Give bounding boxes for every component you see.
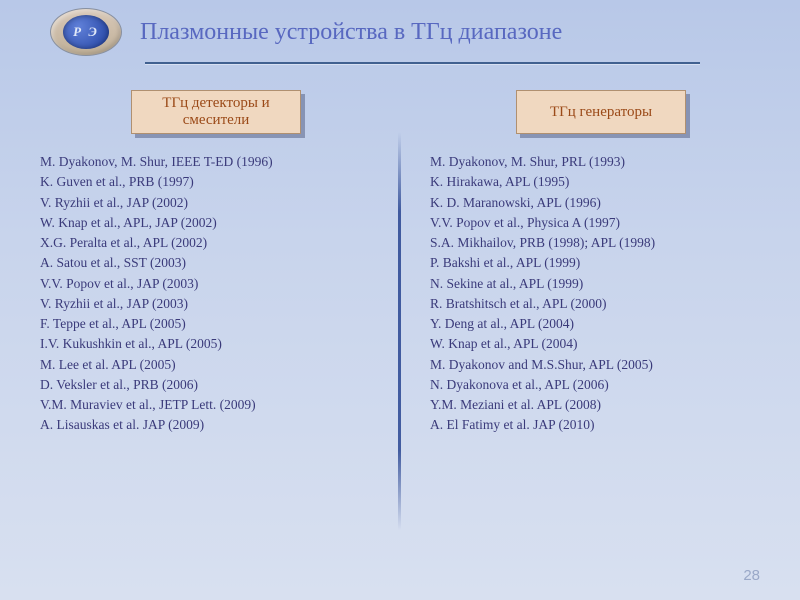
reference-line: W. Knap et al., APL (2004) — [430, 334, 772, 354]
page-number: 28 — [743, 567, 760, 584]
reference-line: A. Lisauskas et al. JAP (2009) — [40, 415, 392, 435]
header: Р Э Плазмонные устройства в ТГц диапазон… — [0, 0, 800, 60]
left-column: ТГц детекторы и смесители M. Dyakonov, M… — [40, 90, 406, 436]
reference-line: R. Bratshitsch et al., APL (2000) — [430, 294, 772, 314]
reference-line: X.G. Peralta et al., APL (2002) — [40, 233, 392, 253]
right-reference-list: M. Dyakonov, M. Shur, PRL (1993)K. Hirak… — [430, 152, 772, 436]
column-divider-line — [398, 132, 401, 530]
reference-line: N. Dyakonova et al., APL (2006) — [430, 375, 772, 395]
reference-line: V.V. Popov et al., JAP (2003) — [40, 274, 392, 294]
reference-line: Y. Deng at al., APL (2004) — [430, 314, 772, 334]
reference-line: S.A. Mikhailov, PRB (1998); APL (1998) — [430, 233, 772, 253]
reference-line: V. Ryzhii et al., JAP (2002) — [40, 193, 392, 213]
reference-line: D. Veksler et al., PRB (2006) — [40, 375, 392, 395]
reference-line: N. Sekine at al., APL (1999) — [430, 274, 772, 294]
logo-emblem: Р Э — [50, 8, 122, 56]
reference-line: V.V. Popov et al., Physica A (1997) — [430, 213, 772, 233]
reference-line: M. Dyakonov, M. Shur, IEEE T-ED (1996) — [40, 152, 392, 172]
reference-line: W. Knap et al., APL, JAP (2002) — [40, 213, 392, 233]
reference-line: M. Dyakonov and M.S.Shur, APL (2005) — [430, 355, 772, 375]
reference-line: K. D. Maranowski, APL (1996) — [430, 193, 772, 213]
reference-line: A. El Fatimy et al. JAP (2010) — [430, 415, 772, 435]
reference-line: F. Teppe et al., APL (2005) — [40, 314, 392, 334]
reference-line: V. Ryzhii et al., JAP (2003) — [40, 294, 392, 314]
page-title: Плазмонные устройства в ТГц диапазоне — [140, 19, 562, 46]
reference-line: M. Lee et al. APL (2005) — [40, 355, 392, 375]
reference-line: I.V. Kukushkin et al., APL (2005) — [40, 334, 392, 354]
reference-line: K. Guven et al., PRB (1997) — [40, 172, 392, 192]
reference-line: K. Hirakawa, APL (1995) — [430, 172, 772, 192]
logo-text: Р Э — [63, 15, 109, 49]
reference-line: A. Satou et al., SST (2003) — [40, 253, 392, 273]
right-column: ТГц генераторы M. Dyakonov, M. Shur, PRL… — [406, 90, 772, 436]
reference-line: M. Dyakonov, M. Shur, PRL (1993) — [430, 152, 772, 172]
left-column-label: ТГц детекторы и смесители — [131, 90, 301, 134]
left-reference-list: M. Dyakonov, M. Shur, IEEE T-ED (1996)K.… — [40, 152, 392, 436]
right-column-label: ТГц генераторы — [516, 90, 686, 134]
reference-line: Y.M. Meziani et al. APL (2008) — [430, 395, 772, 415]
reference-line: P. Bakshi et al., APL (1999) — [430, 253, 772, 273]
reference-line: V.M. Muraviev et al., JETP Lett. (2009) — [40, 395, 392, 415]
